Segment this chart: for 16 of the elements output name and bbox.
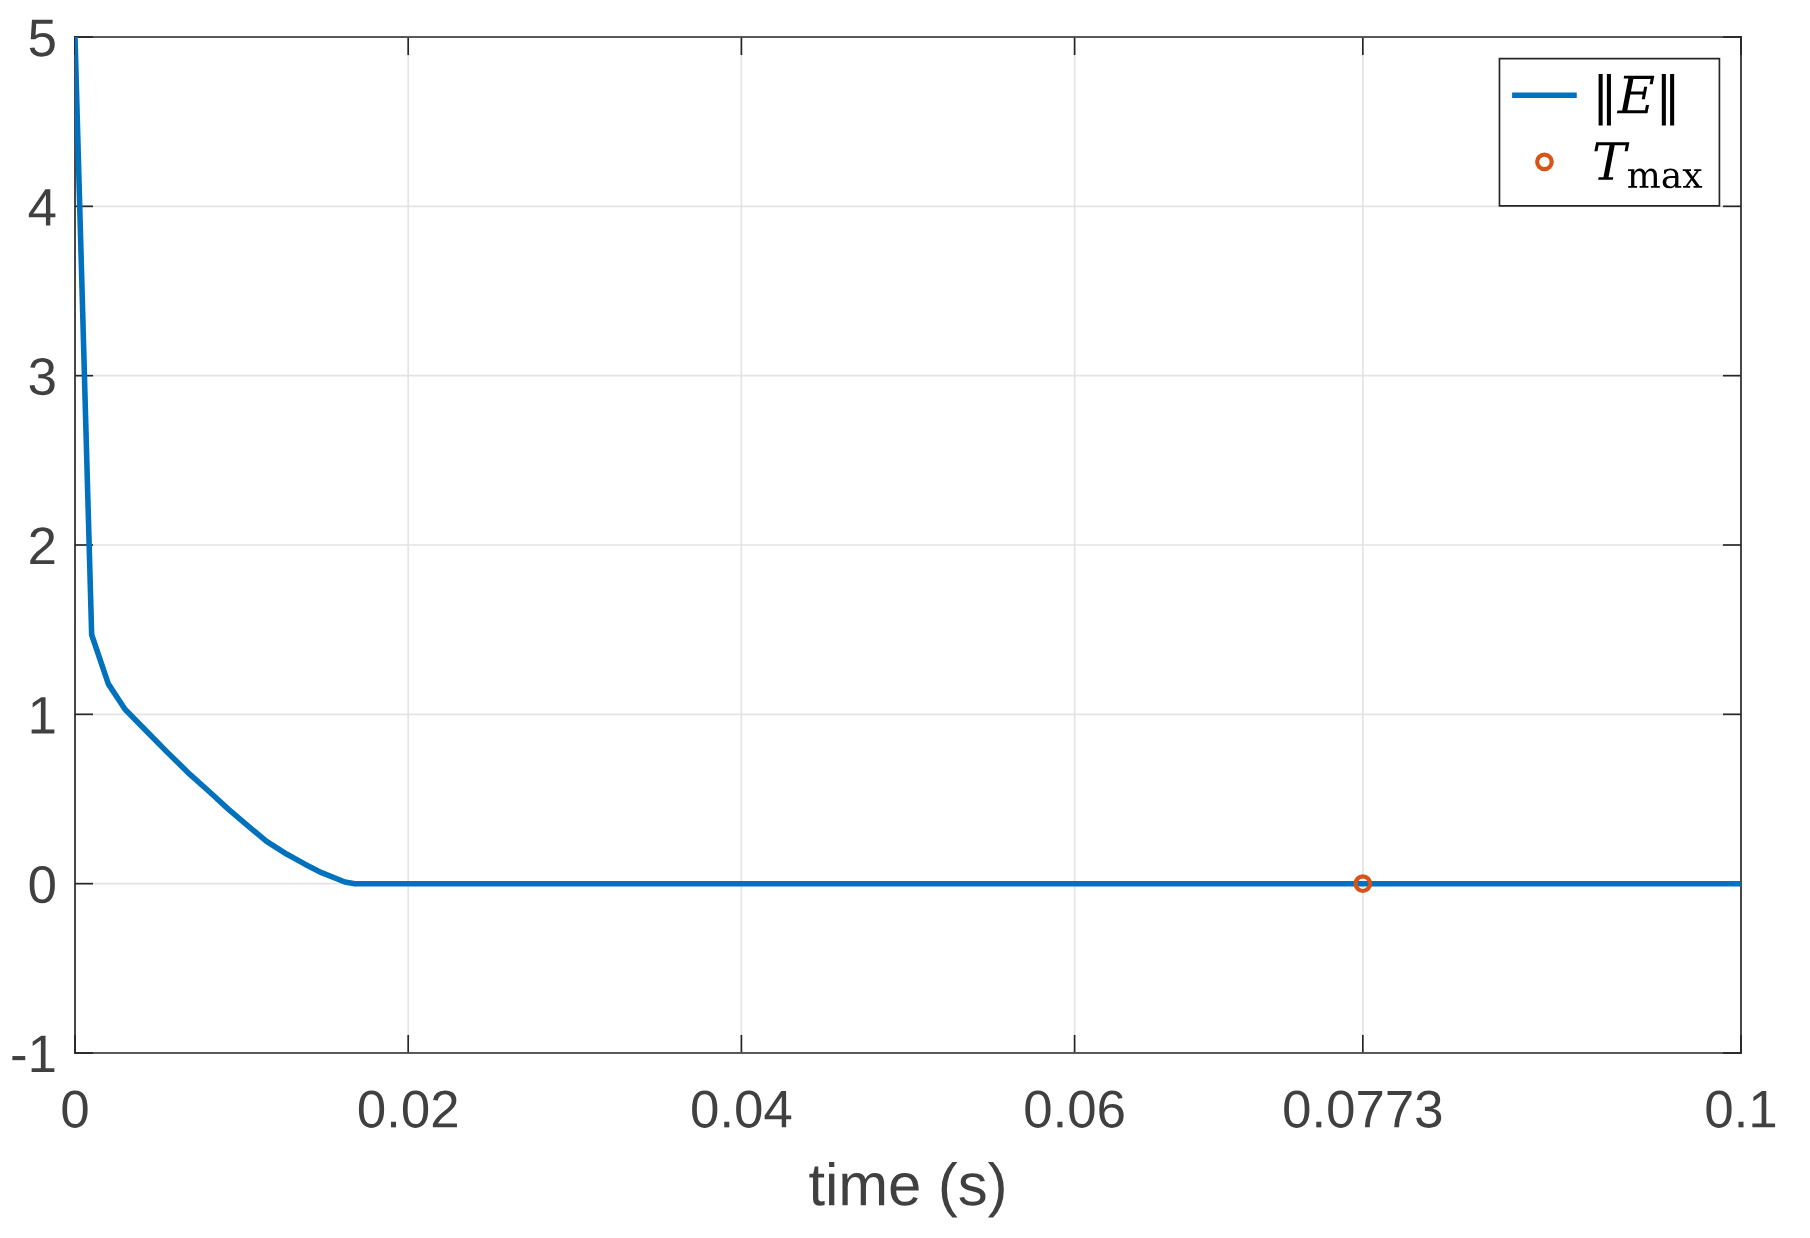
y-tick-label: 1 [31, 697, 55, 734]
x-tick-label: 0.1 [1706, 1090, 1776, 1128]
legend-label: ‖E‖ [1598, 74, 1675, 126]
y-tick-label: 2 [30, 527, 55, 565]
x-tick-label: 0.06 [1025, 1090, 1124, 1128]
x-tick-label: 0.02 [358, 1090, 457, 1128]
x-axis-title: time (s) [809, 1161, 1004, 1218]
x-tick-label: 0 [62, 1090, 88, 1128]
y-tick-label: -1 [12, 1035, 55, 1073]
legend-label: T$_{max}$ [1594, 142, 1703, 189]
y-tick-label: 3 [29, 357, 55, 396]
y-tick-label: 4 [28, 189, 56, 226]
x-tick-label: 0.04 [692, 1090, 792, 1128]
x-tick-label: 0.0773 [1284, 1090, 1442, 1128]
y-tick-label: 5 [29, 19, 55, 57]
y-tick-label: 0 [29, 865, 55, 904]
